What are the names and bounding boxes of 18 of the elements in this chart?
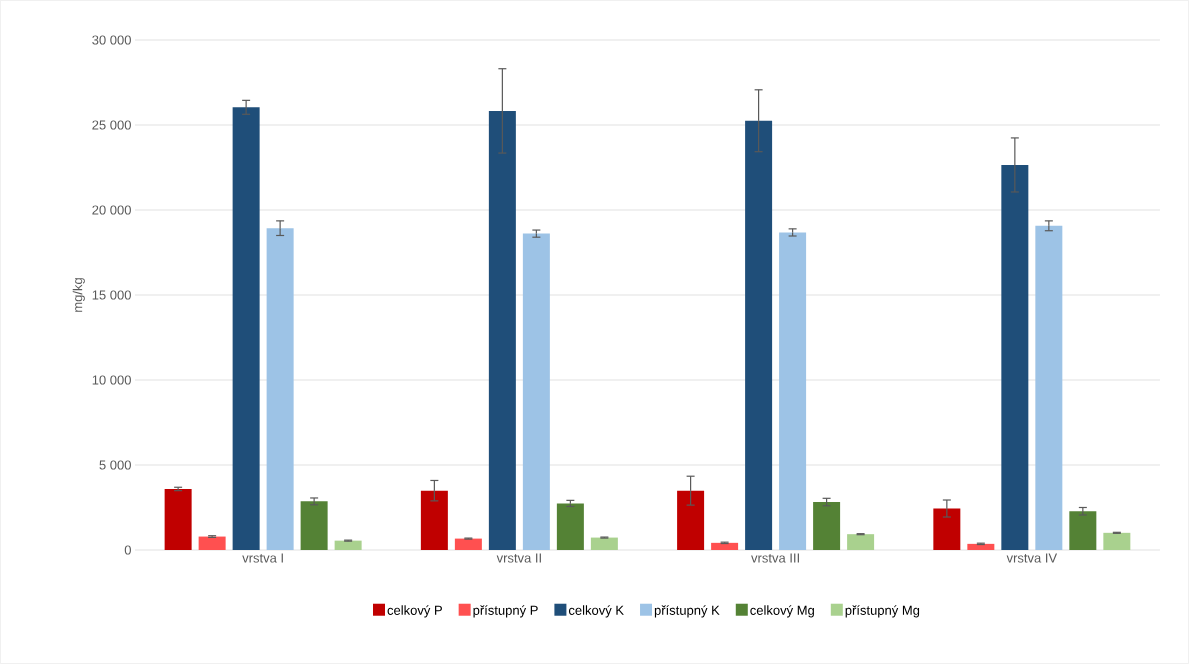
legend-label: přístupný Mg	[845, 605, 920, 618]
y-tick-label: 0	[124, 545, 131, 555]
x-tick-label: vrstva I	[242, 553, 283, 563]
y-tick-label: 30 000	[92, 35, 131, 45]
legend-label: celkový K	[568, 605, 624, 618]
x-tick-label: vrstva III	[751, 553, 799, 563]
y-tick-label: 20 000	[92, 205, 131, 215]
legend-label: celkový Mg	[750, 605, 814, 618]
x-tick-label: vrstva II	[496, 553, 541, 563]
y-tick-label: 10 000	[92, 375, 131, 385]
y-tick-label: 25 000	[92, 120, 131, 130]
x-tick-label: vrstva IV	[1006, 553, 1058, 563]
legend-label: přístupný P	[473, 605, 538, 618]
y-tick-label: 15 000	[92, 290, 131, 300]
y-tick-label: 5 000	[99, 460, 131, 470]
y-axis-title: mg/kg	[72, 278, 85, 312]
legend-label: přístupný K	[654, 605, 720, 618]
legend-label: celkový P	[387, 605, 442, 618]
